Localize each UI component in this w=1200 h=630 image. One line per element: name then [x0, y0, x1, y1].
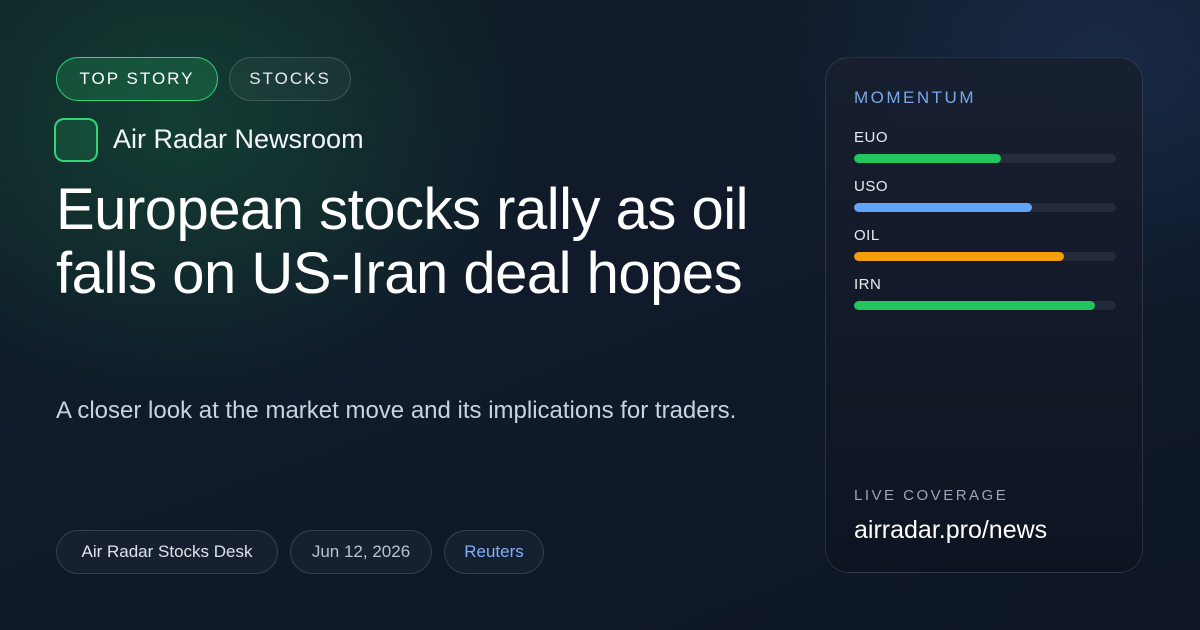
- momentum-fill: [854, 301, 1096, 310]
- momentum-label: IRN: [854, 276, 882, 293]
- headline: European stocks rally as oil falls on US…: [56, 177, 749, 306]
- momentum-row-oil: OIL: [854, 226, 1116, 261]
- top-story-tag[interactable]: TOP STORY: [56, 57, 218, 101]
- date-chip: Jun 12, 2026: [290, 530, 432, 574]
- brand-name: Air Radar Newsroom: [113, 124, 364, 154]
- momentum-track: [854, 203, 1116, 212]
- momentum-panel: MOMENTUM EUO USO OIL IRN LIVE COVERAGE a…: [825, 57, 1143, 573]
- momentum-track: [854, 301, 1116, 310]
- momentum-track: [854, 252, 1116, 261]
- brand-logo-icon: [54, 118, 98, 162]
- subheadline: A closer look at the market move and its…: [56, 397, 737, 424]
- momentum-row-irn: IRN: [854, 275, 1116, 310]
- momentum-fill: [854, 203, 1033, 212]
- momentum-label: USO: [854, 178, 889, 195]
- momentum-title: MOMENTUM: [854, 88, 976, 107]
- momentum-label: OIL: [854, 227, 880, 244]
- momentum-fill: [854, 252, 1064, 261]
- momentum-track: [854, 154, 1116, 163]
- momentum-fill: [854, 154, 1001, 163]
- live-coverage-link[interactable]: airradar.pro/news: [854, 516, 1048, 544]
- live-coverage-label: LIVE COVERAGE: [854, 487, 1009, 504]
- source-chip[interactable]: Reuters: [444, 530, 544, 574]
- author-desk-chip: Air Radar Stocks Desk: [56, 530, 278, 574]
- momentum-row-uso: USO: [854, 177, 1116, 212]
- stocks-tag[interactable]: STOCKS: [229, 57, 351, 101]
- momentum-row-euo: EUO: [854, 128, 1116, 163]
- momentum-label: EUO: [854, 129, 889, 146]
